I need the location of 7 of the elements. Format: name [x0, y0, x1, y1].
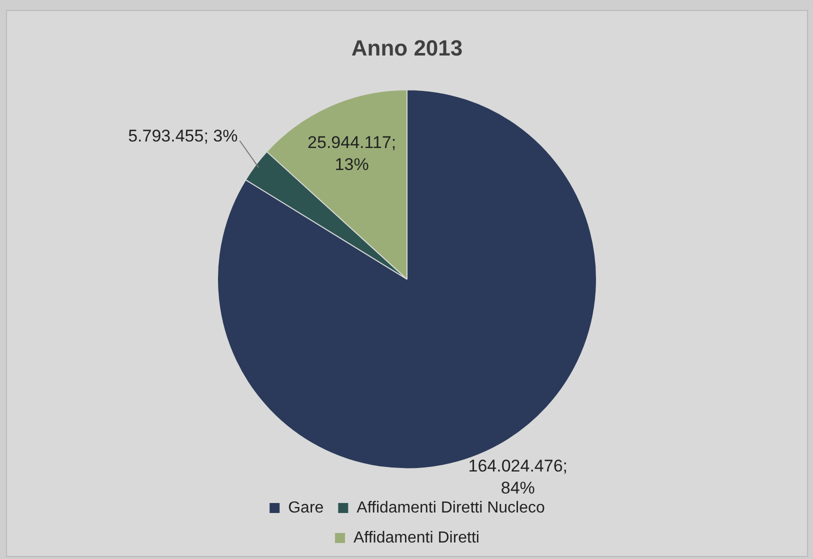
data-label: 164.024.476; 84%: [468, 456, 568, 498]
data-label: 25.944.117; 13%: [308, 133, 396, 174]
data-label: 5.793.455; 3%: [128, 126, 238, 146]
legend-label: Gare: [288, 499, 324, 516]
legend-label: Affidamenti Diretti: [354, 529, 480, 546]
legend-label: Affidamenti Diretti Nucleco: [356, 499, 545, 516]
chart-title: Anno 2013: [351, 35, 463, 60]
